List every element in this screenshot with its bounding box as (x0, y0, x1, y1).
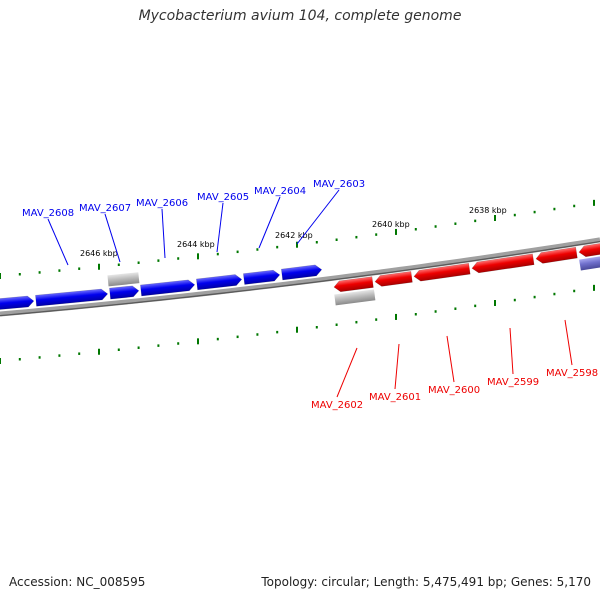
gene-label-reverse[interactable]: MAV_2598 (546, 368, 598, 379)
reverse-gene-arrow[interactable] (471, 253, 535, 274)
reverse-gene-arrow[interactable] (374, 271, 413, 287)
gene-label-forward[interactable]: MAV_2603 (313, 179, 365, 190)
gene-label-reverse[interactable]: MAV_2601 (369, 392, 421, 403)
gene-leader-line (394, 343, 400, 390)
forward-gene-arrow[interactable] (35, 288, 109, 307)
forward-gene-arrow[interactable] (109, 285, 140, 300)
gene-leader-line (161, 208, 166, 259)
gene-label-forward[interactable]: MAV_2605 (197, 192, 249, 203)
other-gene-block[interactable] (579, 254, 600, 271)
forward-gene-arrow[interactable] (140, 279, 196, 297)
reverse-gene-arrow[interactable] (333, 276, 374, 293)
gene-label-forward[interactable]: MAV_2608 (22, 208, 74, 219)
gene-leader-line (216, 202, 224, 253)
reverse-gene-arrow[interactable] (578, 241, 600, 258)
genome-info-text: Topology: circular; Length: 5,475,491 bp… (261, 575, 591, 589)
genome-title: Mycobacterium avium 104, complete genome (138, 8, 462, 24)
gene-label-reverse[interactable]: MAV_2602 (311, 400, 363, 411)
scale-label: 2646 kbp (80, 249, 118, 258)
gene-label-forward[interactable]: MAV_2604 (254, 186, 306, 197)
genome-backbone (0, 237, 600, 317)
gene-leader-line (104, 213, 121, 263)
scale-label: 2642 kbp (275, 231, 313, 240)
reverse-gene-arrow[interactable] (535, 246, 578, 264)
scale-label: 2640 kbp (372, 220, 410, 229)
gene-leader-line (336, 347, 358, 398)
forward-gene-arrow[interactable] (196, 274, 243, 291)
gene-label-forward[interactable]: MAV_2606 (136, 198, 188, 209)
gene-leader-line (564, 319, 573, 366)
scale-label: 2638 kbp (469, 206, 507, 215)
forward-gene-arrow[interactable] (243, 269, 281, 285)
forward-gene-arrow[interactable] (281, 264, 323, 281)
gene-leader-line (47, 218, 69, 266)
gene-label-reverse[interactable]: MAV_2599 (487, 377, 539, 388)
gene-leader-line (296, 189, 340, 245)
gene-label-forward[interactable]: MAV_2607 (79, 203, 131, 214)
pseudogene-block[interactable] (334, 289, 376, 306)
gene-leader-line (509, 327, 514, 375)
genome-backbone-shadow (0, 240, 600, 317)
scale-label: 2644 kbp (177, 240, 215, 249)
pseudogene-block[interactable] (107, 272, 140, 287)
gene-leader-line (446, 335, 455, 383)
accession-text: Accession: NC_008595 (9, 575, 146, 589)
gene-leader-line (258, 196, 281, 249)
gene-label-reverse[interactable]: MAV_2600 (428, 385, 480, 396)
reverse-gene-arrow[interactable] (413, 262, 471, 282)
forward-gene-arrow[interactable] (0, 295, 35, 311)
